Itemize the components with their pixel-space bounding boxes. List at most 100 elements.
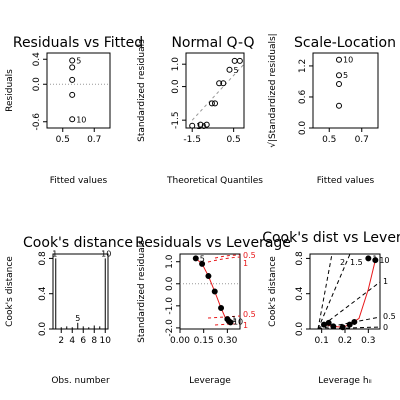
data-point <box>336 81 342 88</box>
data-point <box>227 319 234 326</box>
bar-annotation: 10 <box>101 249 111 258</box>
bar-annotation: 5 <box>75 314 80 323</box>
y-tick-label: 0.0 <box>32 77 42 92</box>
y-tick-label: 0.4 <box>295 286 305 301</box>
y-axis-label: Cook's distance <box>268 256 278 327</box>
x-tick-label: 0.3 <box>361 336 375 346</box>
x-axis-label: Fitted values <box>317 176 375 186</box>
panel-title: Normal Q-Q <box>171 35 254 51</box>
data-point <box>69 91 76 98</box>
data-point <box>330 323 337 330</box>
x-axis-label: Leverage <box>189 376 231 386</box>
x-tick-label: 0.00 <box>170 336 190 346</box>
plot-area <box>317 254 380 329</box>
data-point <box>69 76 76 83</box>
contour-label: 0.5 <box>383 312 396 321</box>
x-tick-label: 2 <box>58 336 64 346</box>
data-point <box>336 72 342 79</box>
x-tick-label: 8 <box>91 336 97 346</box>
data-point <box>231 57 238 64</box>
panel-title: Residuals vs Leverage <box>135 235 291 251</box>
data-point <box>211 288 218 295</box>
point-label: 10 <box>76 115 86 124</box>
plot-frame <box>312 52 379 129</box>
x-tick-label: 0.7 <box>355 135 369 145</box>
data-point <box>205 273 212 280</box>
panel-title: Cook's distance <box>23 235 133 251</box>
contour-line <box>317 326 380 329</box>
point-label: 5 <box>200 254 205 263</box>
point-label: 5 <box>76 57 81 66</box>
contour-line <box>317 254 351 329</box>
x-tick-label: 0.15 <box>194 336 214 346</box>
x-tick-label: 0.1 <box>315 336 329 346</box>
plot-frame <box>52 253 109 330</box>
data-point <box>346 321 353 328</box>
cooks-contour <box>207 315 240 319</box>
x-tick-label: 0.7 <box>87 135 101 145</box>
data-point <box>236 57 243 64</box>
x-axis-label: Leverage hᵢᵢ <box>318 376 372 386</box>
panel-5: Residuals vs Leverage 0.00 0.15 0.30 -2.0 -1.… <box>135 235 291 386</box>
cooks-contour-label: 1 <box>243 259 248 268</box>
x-tick-label: 0.30 <box>217 336 237 346</box>
data-point <box>365 255 372 262</box>
cooks-contour-label: 0.5 <box>243 310 256 319</box>
x-tick-label: 0.5 <box>226 135 240 145</box>
x-tick-label: -1.5 <box>183 135 201 145</box>
x-tick-label: 0.2 <box>338 336 352 346</box>
panel-title: Scale-Location <box>294 35 396 51</box>
data-point <box>197 121 204 128</box>
y-tick-label: 1.0 <box>171 57 181 72</box>
panel-3: Scale-Location 0.5 0.7 0.0 0.6 1.2 Fitted valu… <box>267 33 396 186</box>
data-point <box>336 56 342 63</box>
cooks-contour-label: 0.5 <box>243 251 256 260</box>
data-point <box>220 80 227 87</box>
y-axis-label: Standardized residuals <box>137 39 147 142</box>
data-point <box>325 319 332 326</box>
y-axis-label: Standardized residuals <box>137 240 147 343</box>
x-tick-label: 0.5 <box>322 135 336 145</box>
y-tick-label: -1.0 <box>165 297 175 315</box>
x-tick-label: 6 <box>80 336 86 346</box>
y-tick-label: 0.0 <box>165 276 175 291</box>
y-tick-label: 0.0 <box>171 79 181 94</box>
y-tick-label: 0.8 <box>295 251 305 266</box>
contour-label: 1 <box>383 277 388 286</box>
y-tick-label: 1.2 <box>298 59 308 73</box>
reference-line <box>191 63 244 121</box>
data-point <box>212 100 218 107</box>
contour-label: 2 <box>340 258 345 267</box>
bar-annotation: 1 <box>52 249 57 258</box>
cooks-contour <box>207 256 240 263</box>
panel-1: Residuals vs Fitted 0.5 0.7 -0.6 0.0 0.4 Fitte… <box>5 35 143 186</box>
data-point <box>203 121 210 128</box>
y-tick-label: 0.4 <box>38 286 48 301</box>
data-point <box>226 66 233 73</box>
panel-title: Cook's dist vs Leverage <box>262 230 400 246</box>
y-tick-label: -2.0 <box>165 319 175 337</box>
x-axis-label: Obs. number <box>51 376 110 386</box>
contour-label: 0 <box>383 323 388 332</box>
smooth-line <box>323 260 376 328</box>
y-axis-label: Residuals <box>5 69 15 112</box>
point-label: 1 <box>231 315 236 324</box>
plot-area <box>191 63 244 121</box>
y-tick-label: 0.8 <box>38 251 48 266</box>
x-tick-label: 0.5 <box>56 135 70 145</box>
panel-6: Cook's dist vs Leverage 0.1 0.2 0.3 0.0 0.4 0.… <box>262 230 400 386</box>
contour-line <box>317 281 380 329</box>
x-axis-label: Fitted values <box>50 176 108 186</box>
x-tick-label: 10 <box>100 336 112 346</box>
y-tick-label: 0.0 <box>38 322 48 337</box>
data-point <box>216 80 223 87</box>
point-label: 10 <box>343 56 353 65</box>
point-label: 5 <box>343 71 348 80</box>
y-tick-label: 1.0 <box>165 254 175 269</box>
cooks-contour-label: 1 <box>243 321 248 330</box>
point-label: 10 <box>196 122 206 131</box>
data-point <box>69 64 76 71</box>
plot-area <box>55 258 106 329</box>
